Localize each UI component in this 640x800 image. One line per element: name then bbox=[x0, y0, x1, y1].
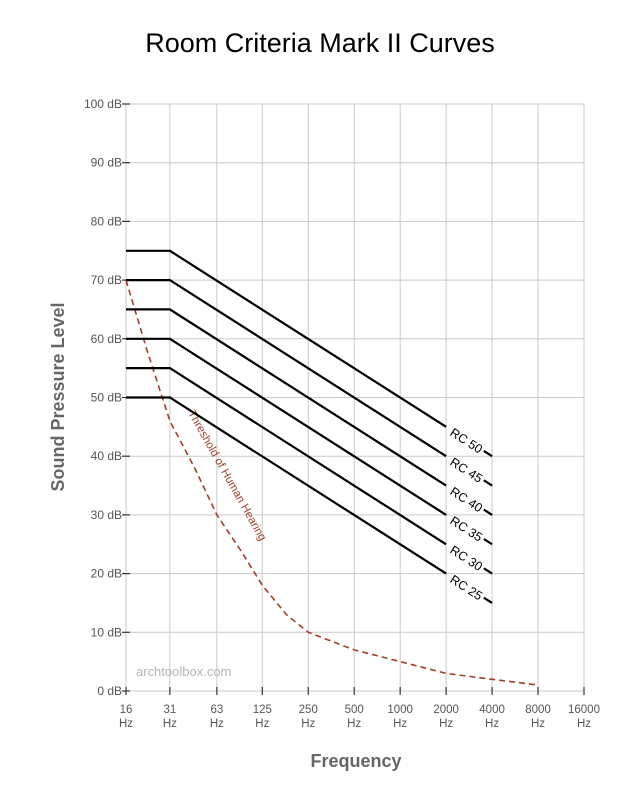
x-tick-label: 125 bbox=[253, 704, 272, 716]
y-tick-label: 90 dB bbox=[91, 156, 122, 170]
rc-curve-line bbox=[126, 337, 447, 516]
rc-curve-end-tick bbox=[483, 596, 493, 604]
chart-title: Room Criteria Mark II Curves bbox=[145, 28, 495, 58]
x-tick-label: 2000 bbox=[433, 704, 459, 716]
x-tick-label: 250 bbox=[299, 704, 318, 716]
y-tick-label: 100 dB bbox=[84, 97, 122, 111]
y-axis-label: Sound Pressure Level bbox=[48, 302, 68, 491]
rc-curve-line bbox=[126, 367, 447, 546]
rc-curve-line bbox=[126, 249, 447, 428]
rc-curve-line bbox=[126, 308, 447, 487]
rc-curve-label: RC 45 bbox=[447, 455, 484, 486]
threshold-curve bbox=[125, 279, 539, 686]
rc-curve-end-tick bbox=[483, 567, 493, 575]
y-tick-label: 40 dB bbox=[91, 449, 122, 463]
rc-curve-label: RC 50 bbox=[447, 426, 484, 457]
y-tick-label: 70 dB bbox=[91, 273, 122, 287]
x-tick-label: 63 bbox=[210, 704, 223, 716]
x-tick-unit: Hz bbox=[301, 718, 315, 730]
watermark: archtoolbox.com bbox=[136, 664, 231, 679]
rc-curve-end-tick bbox=[483, 449, 493, 458]
x-tick-label: 16000 bbox=[568, 704, 600, 716]
x-axis-label: Frequency bbox=[310, 751, 401, 771]
x-tick-label: 31 bbox=[163, 704, 176, 716]
x-tick-unit: Hz bbox=[347, 718, 361, 730]
y-axis-ticks: 0 dB 10 dB 20 dB 30 dB 40 dB 50 dB 60 dB 70 dB 8… bbox=[84, 97, 130, 698]
y-tick-label: 80 dB bbox=[91, 214, 122, 228]
x-tick-label: 8000 bbox=[525, 704, 551, 716]
rc-curve-line bbox=[126, 279, 447, 458]
rc-curve-label: RC 30 bbox=[447, 543, 484, 574]
y-tick-label: 10 dB bbox=[91, 625, 122, 639]
x-tick-unit: Hz bbox=[577, 718, 591, 730]
x-tick-unit: Hz bbox=[485, 718, 499, 730]
x-tick-unit: Hz bbox=[531, 718, 545, 730]
x-tick-unit: Hz bbox=[210, 718, 224, 730]
rc-curve-end-tick bbox=[483, 538, 493, 546]
y-tick-label: 50 dB bbox=[91, 391, 122, 405]
x-tick-label: 500 bbox=[345, 704, 364, 716]
x-tick-unit: Hz bbox=[119, 718, 133, 730]
rc-curve-label: RC 35 bbox=[447, 514, 484, 545]
x-tick-label: 1000 bbox=[387, 704, 413, 716]
rc-curve-end-tick bbox=[483, 479, 493, 487]
x-tick-label: 16 bbox=[120, 704, 133, 716]
y-tick-label: 30 dB bbox=[91, 508, 122, 522]
y-tick-label: 60 dB bbox=[91, 332, 122, 346]
rc-curve-label: RC 40 bbox=[447, 484, 484, 515]
x-tick-unit: Hz bbox=[439, 718, 453, 730]
threshold-label: Threshold of Human Hearing bbox=[185, 409, 268, 544]
x-tick-unit: Hz bbox=[255, 718, 269, 730]
x-tick-unit: Hz bbox=[163, 718, 177, 730]
rc-curve-end-tick bbox=[483, 508, 493, 516]
x-axis-ticks: 16 Hz 31 Hz 63 Hz 125 Hz 250 Hz 500 Hz 1000 Hz 2000 Hz 4… bbox=[119, 687, 600, 730]
y-tick-label: 0 dB bbox=[97, 684, 122, 698]
rc-curve-line bbox=[126, 396, 447, 575]
x-tick-label: 4000 bbox=[479, 704, 505, 716]
rc-curve-label: RC 25 bbox=[447, 572, 484, 603]
y-tick-label: 20 dB bbox=[91, 567, 122, 581]
x-tick-unit: Hz bbox=[393, 718, 407, 730]
